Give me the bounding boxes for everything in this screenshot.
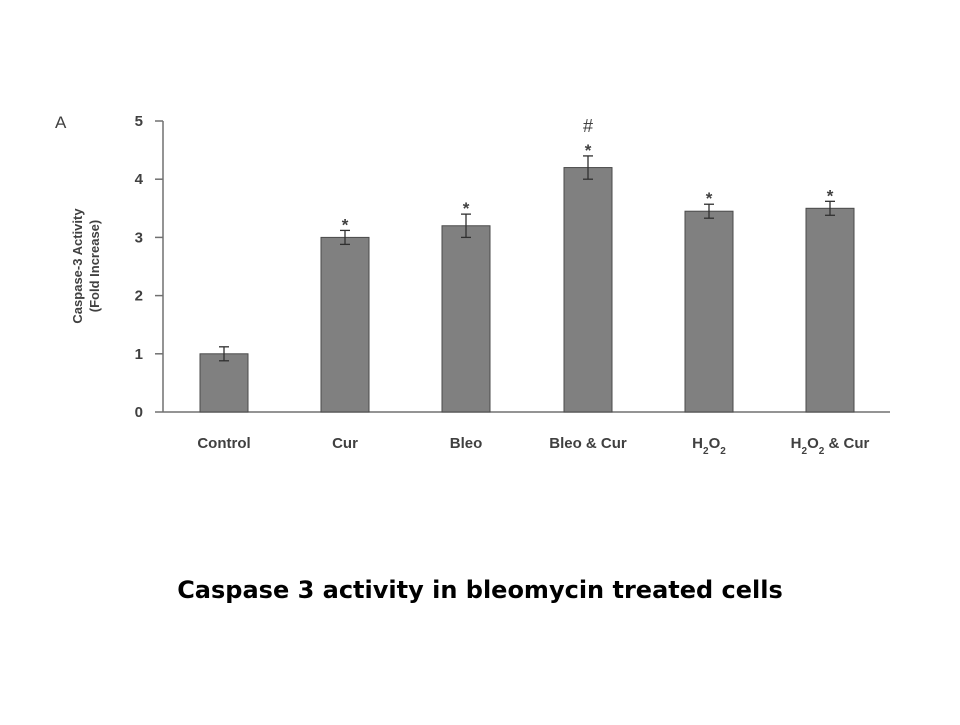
bar [320, 236, 370, 413]
significance-star: * [585, 141, 592, 160]
y-tick-label: 1 [135, 346, 143, 363]
significance-star: * [463, 199, 470, 218]
bar [563, 167, 613, 413]
y-tick-label: 4 [135, 171, 144, 188]
y-tick-label: 0 [135, 404, 143, 421]
y-axis-title-line: (Fold Increase) [87, 220, 102, 312]
significance-star: * [706, 189, 713, 208]
significance-hash: # [583, 116, 593, 136]
y-axis-title-line: Caspase-3 Activity [70, 208, 85, 324]
x-tick-label: Bleo [450, 435, 483, 452]
bar [684, 210, 734, 413]
x-tick-label: H2O2 & Cur [791, 435, 870, 457]
y-tick-label: 5 [135, 113, 143, 130]
x-tick-label: H2O2 [692, 435, 726, 457]
x-tick-label: Cur [332, 435, 358, 452]
bar [199, 353, 249, 413]
panel-label: A [55, 113, 67, 132]
y-tick-label: 2 [135, 288, 143, 305]
significance-star: * [827, 186, 834, 205]
figure-caption: Caspase 3 activity in bleomycin treated … [177, 576, 783, 604]
significance-star: * [342, 215, 349, 234]
y-tick-label: 3 [135, 229, 143, 246]
bar [441, 225, 491, 413]
x-tick-label: Control [197, 435, 250, 452]
bar [805, 207, 855, 413]
x-tick-label: Bleo & Cur [549, 435, 627, 452]
